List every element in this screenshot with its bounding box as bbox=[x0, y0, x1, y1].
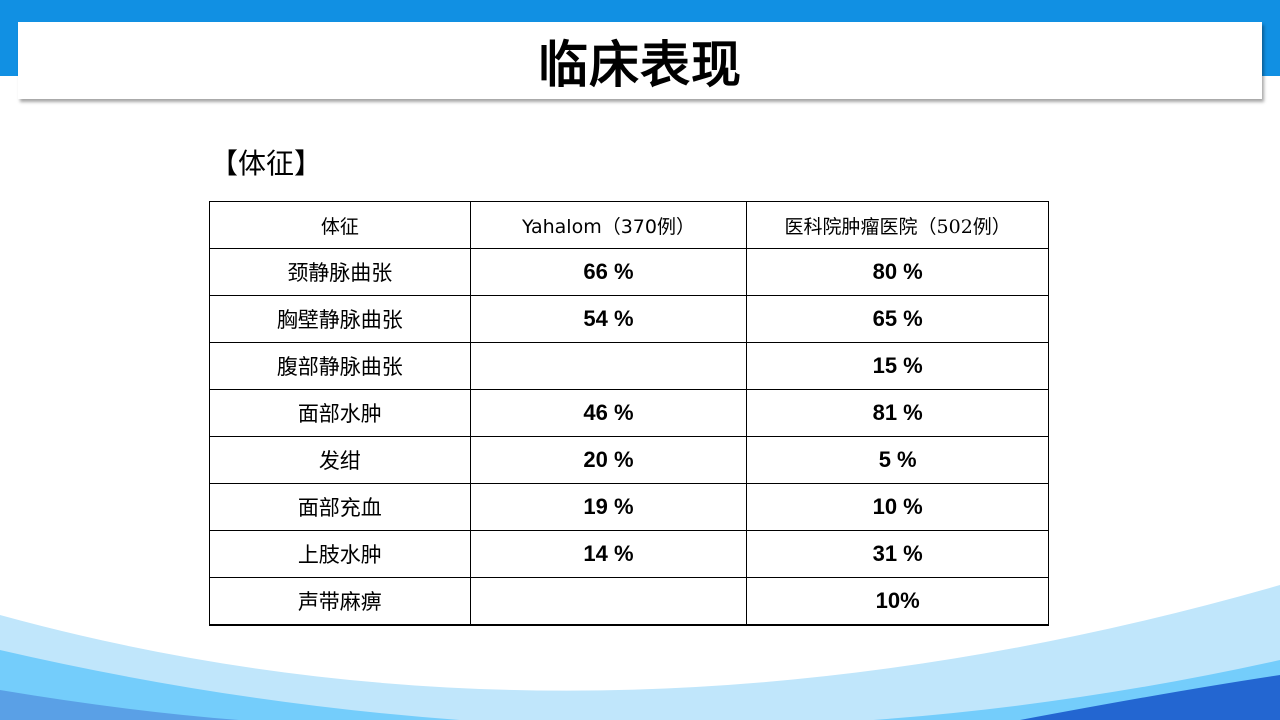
title-bar: 临床表现 bbox=[18, 22, 1262, 99]
symptom-cell: 胸壁静脉曲张 bbox=[209, 295, 471, 343]
percentage-cell: 10% bbox=[746, 577, 1049, 626]
percentage-cell: 5 % bbox=[746, 436, 1049, 484]
symptom-cell: 面部水肿 bbox=[209, 389, 471, 437]
symptoms-table: 体征 Yahalom（370例） 医科院肿瘤医院（502例） 颈静脉曲张 66 %… bbox=[209, 201, 1049, 626]
table-row: 面部水肿 46 % 81 % bbox=[209, 389, 1049, 437]
percentage-cell bbox=[469, 577, 748, 626]
header-cell: 医科院肿瘤医院（502例） bbox=[746, 201, 1049, 249]
section-heading: 【体征】 bbox=[210, 147, 323, 180]
percentage-cell: 81 % bbox=[746, 389, 1049, 437]
table-row: 上肢水肿 14 % 31 % bbox=[209, 530, 1049, 578]
header-cell: Yahalom（370例） bbox=[469, 201, 748, 249]
wave-left bbox=[0, 690, 500, 720]
percentage-cell: 66 % bbox=[469, 248, 748, 296]
symptom-cell: 面部充血 bbox=[209, 483, 471, 531]
symptom-cell: 颈静脉曲张 bbox=[209, 248, 471, 296]
decorative-waves bbox=[0, 585, 1280, 720]
symptom-cell: 上肢水肿 bbox=[209, 530, 471, 578]
symptom-cell: 发绀 bbox=[209, 436, 471, 484]
percentage-cell: 46 % bbox=[469, 389, 748, 437]
table-row: 发绀 20 % 5 % bbox=[209, 436, 1049, 484]
percentage-cell: 54 % bbox=[469, 295, 748, 343]
percentage-cell: 19 % bbox=[469, 483, 748, 531]
percentage-cell bbox=[469, 342, 748, 390]
table-header-row: 体征 Yahalom（370例） 医科院肿瘤医院（502例） bbox=[209, 201, 1049, 249]
percentage-cell: 80 % bbox=[746, 248, 1049, 296]
wave-dark bbox=[1020, 675, 1280, 720]
header-cell: 体征 bbox=[209, 201, 471, 249]
table-row: 声带麻痹 10% bbox=[209, 577, 1049, 626]
wave-light bbox=[0, 585, 1280, 720]
percentage-cell: 10 % bbox=[746, 483, 1049, 531]
table-row: 腹部静脉曲张 15 % bbox=[209, 342, 1049, 390]
table-row: 胸壁静脉曲张 54 % 65 % bbox=[209, 295, 1049, 343]
percentage-cell: 15 % bbox=[746, 342, 1049, 390]
percentage-cell: 14 % bbox=[469, 530, 748, 578]
table-row: 颈静脉曲张 66 % 80 % bbox=[209, 248, 1049, 296]
percentage-cell: 31 % bbox=[746, 530, 1049, 578]
percentage-cell: 65 % bbox=[746, 295, 1049, 343]
symptom-cell: 腹部静脉曲张 bbox=[209, 342, 471, 390]
percentage-cell: 20 % bbox=[469, 436, 748, 484]
slide-title: 临床表现 bbox=[538, 35, 742, 94]
table-row: 面部充血 19 % 10 % bbox=[209, 483, 1049, 531]
symptom-cell: 声带麻痹 bbox=[209, 577, 471, 626]
